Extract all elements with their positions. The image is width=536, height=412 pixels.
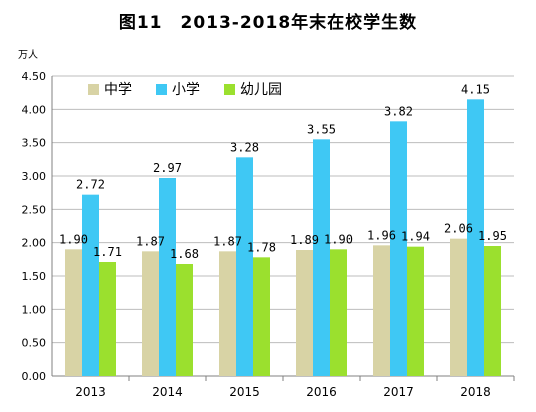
data-label: 4.15 bbox=[461, 82, 490, 96]
data-label: 2.06 bbox=[444, 222, 473, 236]
bar bbox=[330, 249, 347, 376]
data-label: 3.28 bbox=[230, 140, 259, 154]
x-tick-label: 2017 bbox=[383, 385, 414, 399]
x-tick-label: 2013 bbox=[75, 385, 106, 399]
data-label: 2.72 bbox=[76, 178, 105, 192]
data-label: 3.55 bbox=[307, 122, 336, 136]
legend-swatch bbox=[88, 84, 99, 95]
legend-swatch bbox=[224, 84, 235, 95]
y-tick-label: 1.50 bbox=[22, 270, 47, 283]
legend-swatch bbox=[156, 84, 167, 95]
bar bbox=[99, 262, 116, 376]
chart-title: 图11 2013-2018年末在校学生数 bbox=[118, 13, 418, 33]
grid bbox=[52, 75, 514, 344]
y-tick-label: 0.50 bbox=[22, 337, 47, 350]
x-tick-label: 2018 bbox=[460, 385, 491, 399]
axes: 0.00 0.50 1.00 1.50 2.00 2.50 3.00 3.50 4.00 4.50… bbox=[22, 70, 515, 399]
y-tick-label: 3.50 bbox=[22, 137, 47, 150]
x-tick-label: 2014 bbox=[152, 385, 183, 399]
bar bbox=[176, 264, 193, 376]
bar bbox=[407, 246, 424, 376]
data-label: 1.68 bbox=[170, 247, 199, 261]
y-tick-label: 4.00 bbox=[22, 103, 47, 116]
data-label: 1.78 bbox=[247, 240, 276, 254]
bar bbox=[484, 246, 501, 376]
bar bbox=[390, 121, 407, 376]
bar bbox=[82, 194, 99, 376]
y-tick-label: 2.50 bbox=[22, 203, 47, 216]
y-tick-label: 4.50 bbox=[22, 70, 47, 83]
data-label: 2.97 bbox=[153, 161, 182, 175]
bar bbox=[236, 157, 253, 376]
legend: 中学 小学 幼儿园 bbox=[88, 82, 282, 98]
x-tick-label: 2015 bbox=[229, 385, 260, 399]
bar bbox=[159, 178, 176, 376]
bar bbox=[253, 257, 270, 376]
bar bbox=[450, 238, 467, 376]
data-label: 1.96 bbox=[367, 228, 396, 242]
data-label: 1.90 bbox=[59, 232, 88, 246]
bars bbox=[65, 99, 501, 376]
legend-label: 小学 bbox=[172, 82, 200, 98]
data-label: 1.94 bbox=[401, 230, 430, 244]
legend-label: 幼儿园 bbox=[240, 82, 282, 98]
y-tick-label: 0.00 bbox=[22, 370, 47, 383]
data-label: 1.87 bbox=[136, 234, 165, 248]
data-label: 1.87 bbox=[213, 234, 242, 248]
y-tick-label: 3.00 bbox=[22, 170, 47, 183]
bar bbox=[467, 99, 484, 376]
data-label: 1.71 bbox=[93, 245, 122, 259]
bar bbox=[219, 251, 236, 376]
y-tick-label: 2.00 bbox=[22, 237, 47, 250]
bar bbox=[296, 250, 313, 376]
bar bbox=[65, 249, 82, 376]
x-tick-label: 2016 bbox=[306, 385, 337, 399]
legend-label: 中学 bbox=[104, 82, 132, 98]
y-axis-unit: 万人 bbox=[18, 49, 38, 61]
bar bbox=[142, 251, 159, 376]
y-tick-label: 1.00 bbox=[22, 303, 47, 316]
bar bbox=[313, 139, 330, 376]
data-label: 1.90 bbox=[324, 232, 353, 246]
data-label: 1.95 bbox=[478, 229, 507, 243]
bar bbox=[373, 245, 390, 376]
data-label: 3.82 bbox=[384, 104, 413, 118]
data-labels: 1.90 2.72 1.71 1.87 2.97 1.68 1.87 3.28 1.78 1.89… bbox=[59, 82, 507, 261]
data-label: 1.89 bbox=[290, 233, 319, 247]
